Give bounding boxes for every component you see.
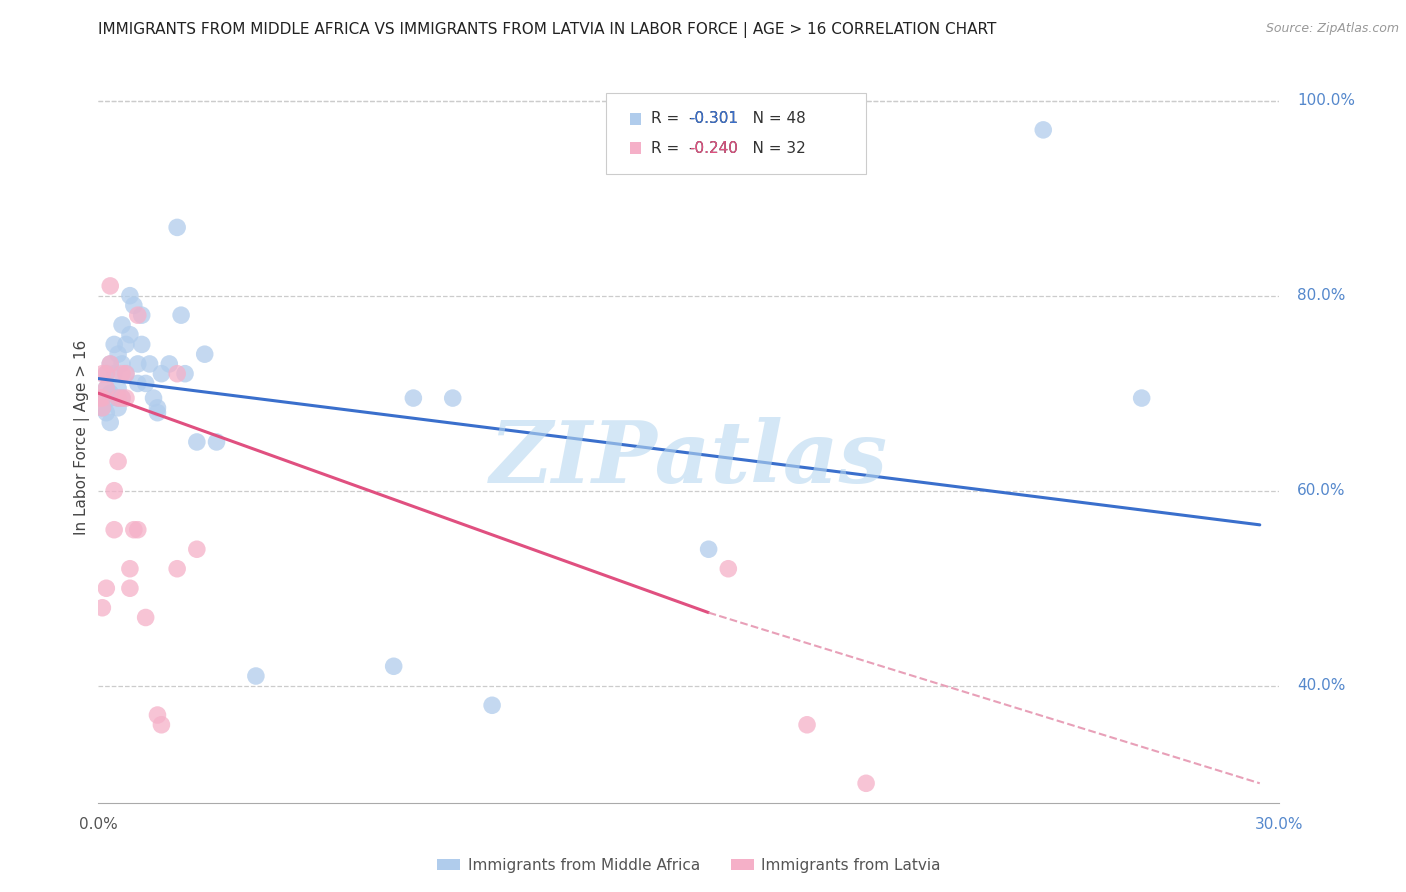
Point xyxy=(111,318,134,332)
Text: R =  -0.240   N = 32: R = -0.240 N = 32 xyxy=(651,141,806,156)
Point xyxy=(135,610,157,624)
Point xyxy=(107,454,129,468)
Point xyxy=(166,220,188,235)
Point xyxy=(91,600,114,615)
Point xyxy=(146,401,169,415)
Text: 60.0%: 60.0% xyxy=(1298,483,1346,499)
Point xyxy=(91,367,114,381)
Point xyxy=(96,381,118,395)
Point xyxy=(1130,391,1153,405)
Point xyxy=(98,391,121,405)
Point xyxy=(186,542,208,557)
Legend: Immigrants from Middle Africa, Immigrants from Latvia: Immigrants from Middle Africa, Immigrant… xyxy=(432,852,946,880)
Point xyxy=(166,367,188,381)
Point xyxy=(96,581,118,595)
Text: -0.301: -0.301 xyxy=(690,112,738,127)
Point xyxy=(98,279,121,293)
Point xyxy=(103,337,125,351)
Point xyxy=(127,308,149,322)
Text: R =  -0.301   N = 48: R = -0.301 N = 48 xyxy=(651,112,806,127)
Point xyxy=(205,434,228,449)
Point xyxy=(146,708,169,723)
Point xyxy=(91,391,114,405)
Point xyxy=(107,347,129,361)
Point xyxy=(796,718,818,732)
Point xyxy=(481,698,503,713)
Point xyxy=(115,391,138,405)
Point xyxy=(131,337,153,351)
Point xyxy=(115,337,138,351)
Text: 40.0%: 40.0% xyxy=(1298,678,1346,693)
Point xyxy=(138,357,160,371)
Point xyxy=(174,367,197,381)
Point xyxy=(107,381,129,395)
Point xyxy=(717,562,740,576)
Point xyxy=(127,376,149,391)
Point xyxy=(98,357,121,371)
Point xyxy=(111,391,134,405)
Point xyxy=(142,391,165,405)
Point xyxy=(96,367,118,381)
Text: 0.0%: 0.0% xyxy=(79,817,118,832)
Point xyxy=(91,391,114,405)
FancyBboxPatch shape xyxy=(630,113,641,125)
Point xyxy=(135,376,157,391)
Point xyxy=(122,523,145,537)
Point xyxy=(89,391,111,405)
Point xyxy=(91,401,114,415)
Point xyxy=(118,581,141,595)
Text: 30.0%: 30.0% xyxy=(1256,817,1303,832)
Point xyxy=(111,391,134,405)
Point xyxy=(96,367,118,381)
Text: IMMIGRANTS FROM MIDDLE AFRICA VS IMMIGRANTS FROM LATVIA IN LABOR FORCE | AGE > 1: IMMIGRANTS FROM MIDDLE AFRICA VS IMMIGRA… xyxy=(98,22,997,38)
Point xyxy=(103,483,125,498)
Point xyxy=(122,298,145,312)
Point xyxy=(111,367,134,381)
Point xyxy=(107,391,129,405)
Point xyxy=(382,659,405,673)
Point xyxy=(170,308,193,322)
Point xyxy=(96,406,118,420)
Text: ZIPatlas: ZIPatlas xyxy=(489,417,889,500)
FancyBboxPatch shape xyxy=(630,143,641,154)
Point xyxy=(115,367,138,381)
FancyBboxPatch shape xyxy=(606,94,866,174)
Point xyxy=(441,391,464,405)
Point xyxy=(98,386,121,401)
Point xyxy=(118,562,141,576)
Point xyxy=(855,776,877,790)
Point xyxy=(127,523,149,537)
Point xyxy=(91,401,114,415)
Point xyxy=(150,367,173,381)
Point xyxy=(697,542,720,557)
Point xyxy=(146,406,169,420)
Y-axis label: In Labor Force | Age > 16: In Labor Force | Age > 16 xyxy=(75,340,90,534)
Point xyxy=(107,391,129,405)
Point xyxy=(150,718,173,732)
Point xyxy=(157,357,180,371)
Point xyxy=(1032,123,1054,137)
Point xyxy=(115,367,138,381)
Point xyxy=(118,288,141,302)
Point xyxy=(127,357,149,371)
Text: -0.240: -0.240 xyxy=(690,141,738,156)
Point xyxy=(98,357,121,371)
Point xyxy=(166,562,188,576)
Text: 100.0%: 100.0% xyxy=(1298,93,1355,108)
Point xyxy=(245,669,267,683)
Point xyxy=(98,416,121,430)
Point xyxy=(111,357,134,371)
Text: 80.0%: 80.0% xyxy=(1298,288,1346,303)
Point xyxy=(103,367,125,381)
Point xyxy=(186,434,208,449)
Point xyxy=(402,391,425,405)
Point xyxy=(118,327,141,342)
Point xyxy=(131,308,153,322)
Point xyxy=(194,347,217,361)
Point xyxy=(107,401,129,415)
Point xyxy=(96,381,118,395)
Text: Source: ZipAtlas.com: Source: ZipAtlas.com xyxy=(1265,22,1399,36)
Point xyxy=(103,523,125,537)
